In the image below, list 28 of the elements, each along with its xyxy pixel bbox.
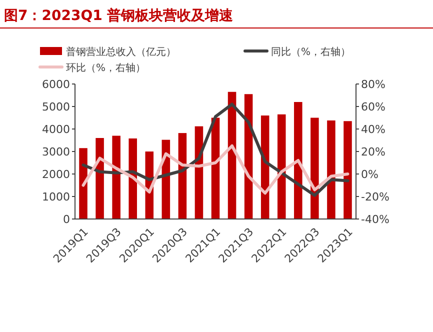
y2-tick-label: 20% — [361, 146, 386, 158]
legend-label: 普钢营业总收入（亿元） — [66, 46, 176, 58]
legend-label: 同比（%，右轴） — [271, 46, 351, 58]
y-tick-label: 6000 — [42, 78, 70, 91]
chart-title: 图7：2023Q1 普钢板块营收及增速 — [4, 7, 234, 24]
line-series — [82, 144, 350, 195]
y-tick-label: 3000 — [42, 146, 70, 158]
y2-tick-label: -20% — [361, 190, 390, 204]
y-tick-label: 1000 — [42, 190, 70, 204]
y2-tick-label: 40% — [361, 123, 386, 136]
y-tick-label: 4000 — [42, 123, 70, 136]
bar — [128, 138, 137, 219]
y2-tick-label: -40% — [361, 213, 390, 226]
y2-tick-label: 60% — [361, 100, 386, 114]
bar — [294, 102, 302, 219]
bar — [112, 136, 120, 219]
y-tick-label: 5000 — [42, 100, 70, 114]
bar — [327, 120, 336, 219]
bar — [277, 114, 286, 219]
legend-label: 环比（%，右轴） — [66, 62, 146, 74]
line-series — [82, 102, 350, 197]
y-tick-label: 2000 — [42, 168, 70, 181]
y2-tick-label: 0% — [361, 168, 378, 181]
bar — [344, 121, 352, 219]
bar — [79, 148, 88, 219]
y-tick-label: 0 — [63, 213, 70, 226]
bar — [310, 118, 319, 219]
y2-tick-label: 80% — [361, 78, 386, 91]
